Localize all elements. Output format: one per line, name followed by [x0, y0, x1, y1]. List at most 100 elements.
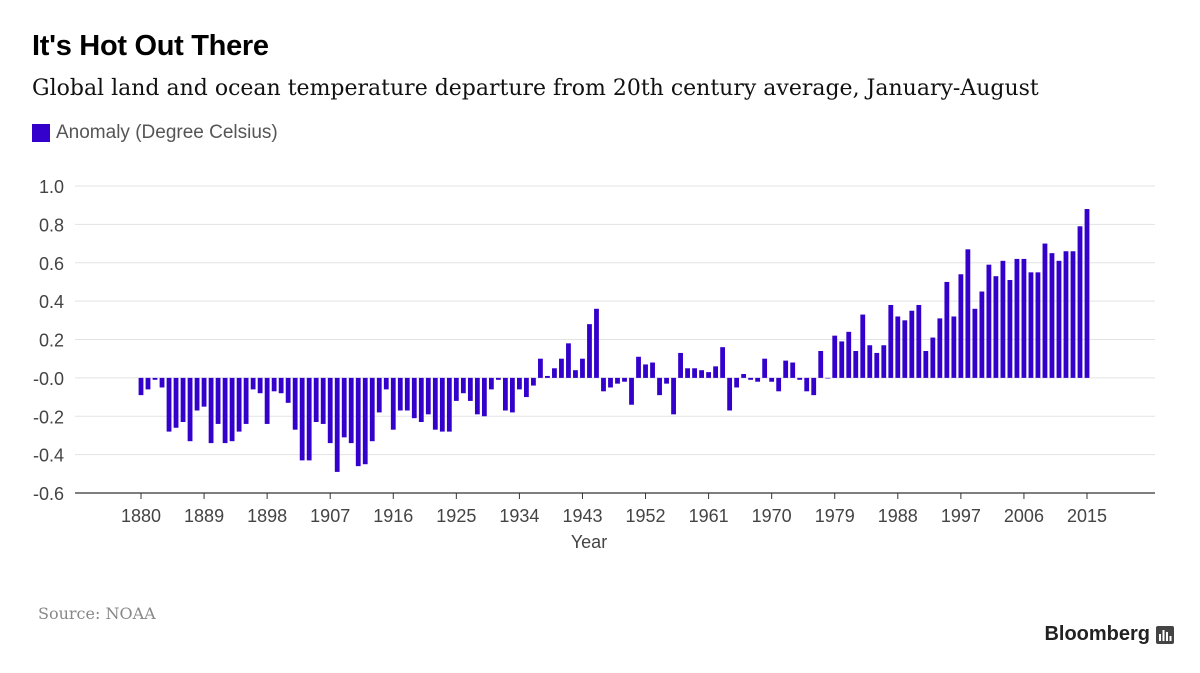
bar-1904: [306, 377, 312, 461]
bar-1950: [629, 377, 634, 405]
bar-1955: [664, 377, 669, 384]
bar-1899: [271, 377, 277, 392]
bar-1954: [657, 377, 662, 396]
bar-1956: [671, 377, 676, 415]
bar-1925: [453, 377, 459, 401]
bar-1983: [860, 314, 866, 378]
bar-1908: [334, 377, 340, 472]
legend-label: Anomaly (Degree Celsius): [56, 122, 278, 143]
bar-2001: [986, 264, 992, 378]
bar-1886: [180, 377, 186, 423]
bar-1932: [502, 377, 508, 411]
bar-1937: [538, 358, 543, 378]
bar-1959: [692, 368, 697, 378]
y-tick-label: -0.6: [33, 484, 64, 504]
y-tick-label: -0.4: [33, 446, 64, 466]
bar-1985: [874, 352, 880, 378]
bar-1953: [650, 362, 655, 378]
legend-swatch: [32, 124, 50, 142]
bar-1891: [215, 377, 221, 424]
bar-1968: [755, 377, 761, 382]
bar-1935: [524, 377, 529, 398]
bar-1880: [138, 377, 144, 396]
bar-2007: [1028, 272, 1034, 378]
chart-subtitle: Global land and ocean temperature depart…: [32, 76, 1039, 101]
bar-1951: [636, 356, 641, 378]
bar-1946: [601, 377, 606, 392]
x-tick-label: 1925: [436, 506, 476, 526]
bar-1971: [776, 377, 782, 392]
bar-1991: [916, 304, 922, 378]
bar-2002: [993, 276, 999, 378]
x-tick-label: 1970: [752, 506, 792, 526]
x-axis-title: Year: [571, 532, 607, 552]
bar-1978: [825, 377, 831, 379]
bar-1888: [194, 377, 200, 411]
bloomberg-chart-icon: [1156, 625, 1174, 644]
bar-2000: [979, 291, 985, 378]
bar-1963: [720, 347, 726, 378]
bar-1942: [573, 370, 578, 378]
bar-1999: [972, 308, 978, 378]
bar-1949: [622, 377, 627, 382]
bar-1900: [278, 377, 284, 394]
bar-2006: [1021, 258, 1027, 378]
bar-1915: [383, 377, 389, 390]
bar-1988: [895, 316, 901, 378]
bar-2003: [1000, 260, 1006, 378]
bar-1917: [397, 377, 403, 411]
bar-1990: [909, 310, 915, 378]
x-tick-label: 1889: [184, 506, 224, 526]
bar-1943: [580, 358, 585, 378]
bar-1998: [965, 249, 971, 378]
bar-1997: [958, 274, 964, 378]
bar-1922: [432, 377, 438, 430]
bar-1940: [559, 358, 564, 378]
bar-1974: [797, 377, 803, 380]
bar-1924: [446, 377, 452, 432]
bar-2013: [1070, 251, 1076, 378]
x-tick-label: 1988: [878, 506, 918, 526]
bar-1903: [299, 377, 305, 461]
source-note: Source: NOAA: [38, 604, 156, 623]
bar-2011: [1056, 260, 1062, 378]
bar-1948: [615, 377, 620, 384]
bar-1884: [166, 377, 172, 432]
bar-1987: [888, 304, 894, 378]
bar-layer: [138, 209, 1090, 472]
x-tick-label: 2015: [1067, 506, 1107, 526]
bar-1989: [902, 320, 908, 378]
bar-1966: [741, 374, 747, 378]
bar-1934: [517, 377, 522, 390]
bar-1960: [699, 370, 704, 378]
y-tick-label: -0.0: [33, 369, 64, 389]
bar-1957: [678, 352, 683, 378]
bar-1952: [643, 364, 648, 378]
bar-1969: [762, 358, 768, 378]
bar-2005: [1014, 258, 1020, 378]
bar-1981: [846, 331, 852, 378]
bar-1927: [467, 377, 473, 401]
bar-1913: [369, 377, 375, 442]
bar-1892: [222, 377, 228, 444]
bar-1881: [145, 377, 151, 390]
bar-1929: [481, 377, 487, 417]
bar-1944: [587, 324, 592, 378]
bar-1986: [881, 345, 887, 378]
brand-name: Bloomberg: [1044, 623, 1150, 645]
y-tick-label: 0.4: [39, 292, 64, 312]
bar-1890: [208, 377, 214, 444]
bar-1882: [152, 377, 158, 380]
bar-1897: [257, 377, 263, 394]
bar-1972: [783, 360, 789, 378]
bar-1975: [804, 377, 810, 392]
chart-legend: Anomaly (Degree Celsius): [32, 122, 278, 144]
y-tick-label: 0.6: [39, 254, 64, 274]
x-tick-label: 1934: [499, 506, 539, 526]
chart-svg: 1.0 0.8 0.6 0.4 0.2 -0.0 -0.2 -0.4 -0.6 1880 1889 1…: [33, 177, 1155, 552]
bar-2008: [1035, 272, 1041, 378]
bar-1941: [566, 343, 571, 378]
bar-1980: [839, 341, 845, 378]
grid-layer: [75, 185, 1155, 456]
x-tick-label: 1916: [373, 506, 413, 526]
